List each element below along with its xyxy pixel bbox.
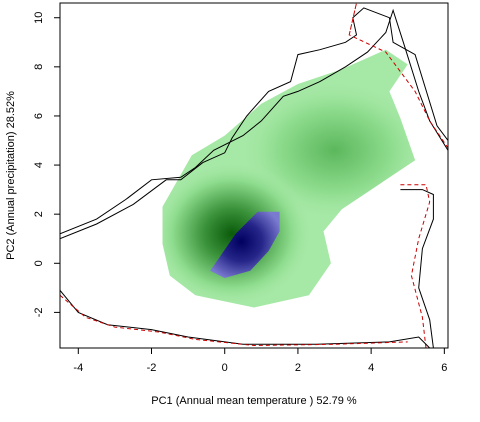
plot-frame — [59, 2, 449, 349]
y-tick-label: 10 — [33, 12, 45, 24]
y-axis-title: PC2 (Annual precipitation) 28.52% — [5, 91, 17, 260]
y-tick-label: -2 — [33, 308, 45, 318]
x-tick-label: -4 — [73, 362, 83, 374]
y-axis: -2 0 2 4 6 8 10 — [33, 12, 60, 318]
y-tick-label: 2 — [33, 211, 45, 217]
y-tick-label: 4 — [33, 162, 45, 168]
x-tick-label: 6 — [441, 362, 447, 374]
density-layer — [162, 49, 416, 308]
contour-line-black — [60, 289, 431, 348]
x-tick-label: 4 — [368, 362, 374, 374]
y-tick-label: 0 — [33, 260, 45, 266]
overlap-region — [210, 211, 280, 278]
contour-line-red-dashed — [60, 294, 408, 347]
contour-line-black — [60, 8, 448, 235]
x-axis-title: PC1 (Annual mean temperature ) 52.79 % — [151, 395, 357, 407]
contour-layer — [60, 3, 448, 348]
contour-line-black — [60, 7, 448, 240]
x-tick-label: 2 — [295, 362, 301, 374]
contour-line-black — [400, 189, 434, 348]
x-tick-label: -2 — [147, 362, 157, 374]
y-tick-label: 8 — [33, 64, 45, 70]
x-tick-label: 0 — [222, 362, 228, 374]
density-peak-main — [162, 161, 313, 306]
density-shading — [162, 80, 416, 306]
y-tick-label: 6 — [33, 113, 45, 119]
contour-line-red-dashed — [348, 3, 448, 149]
contour-line-red-dashed — [400, 184, 431, 348]
x-axis: -4 -2 0 2 4 6 — [73, 348, 447, 374]
